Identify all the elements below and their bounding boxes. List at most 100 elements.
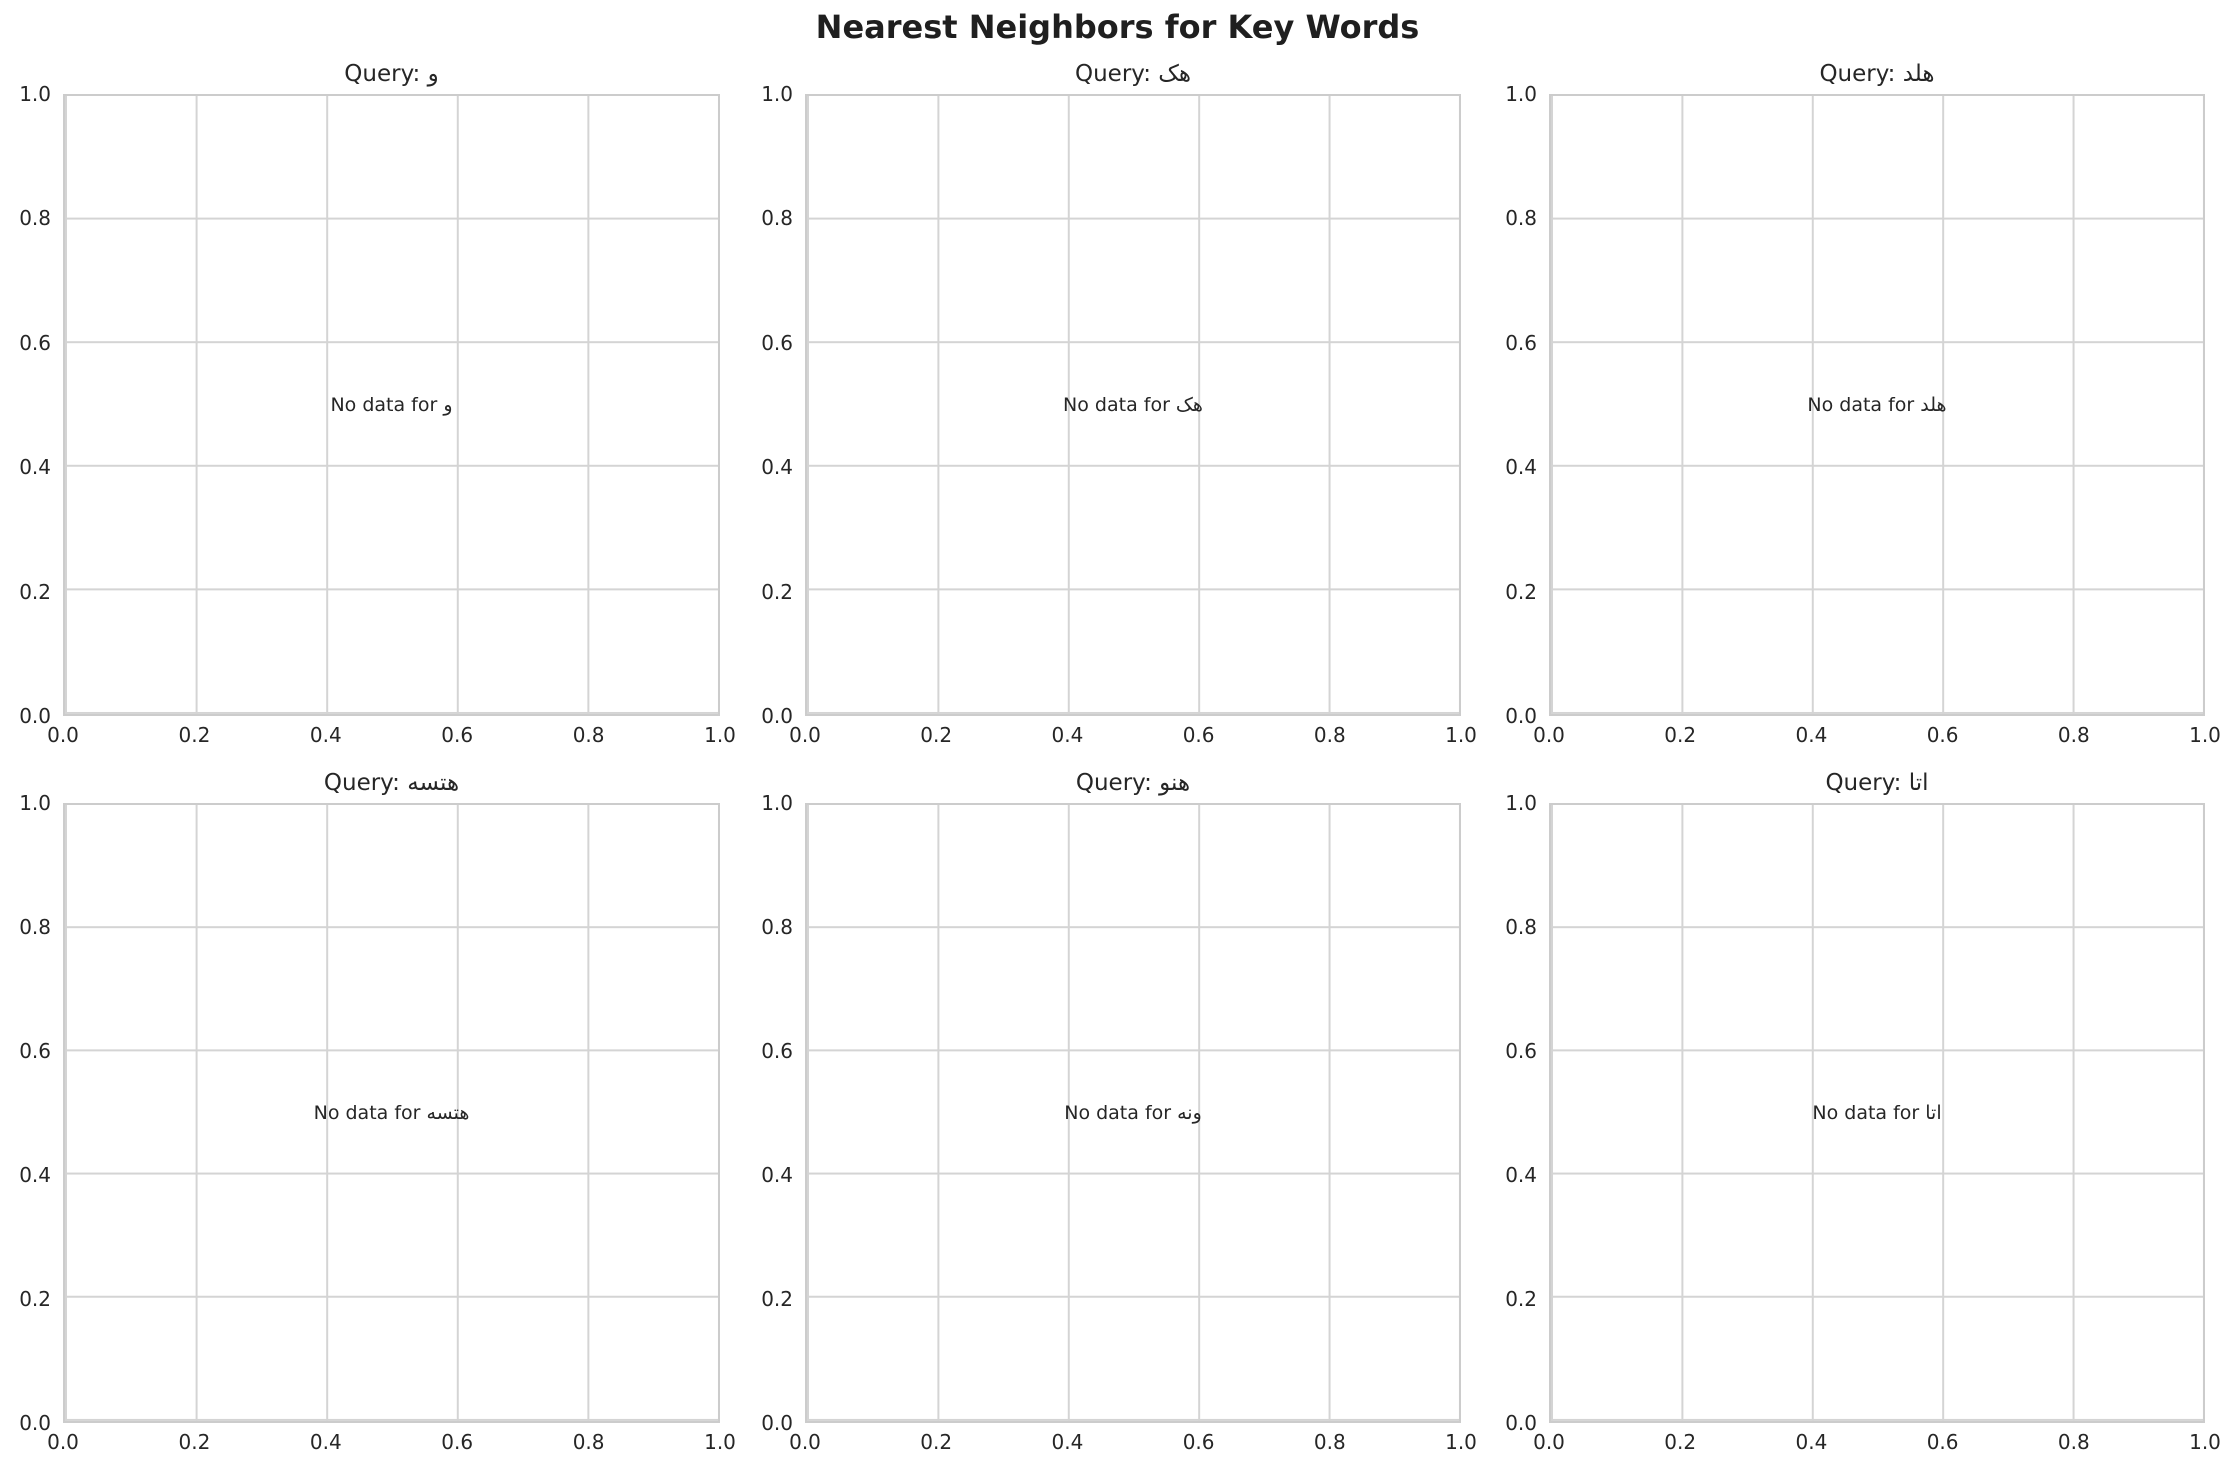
y-tick-label: 0.2 [761,579,793,604]
no-data-word: و [443,394,453,416]
x-tick-label: 0.6 [1926,1430,1959,1454]
y-axis-ticks: 0.0 0.2 0.4 0.6 0.8 1.0 [1,82,63,728]
y-tick-label: 0.4 [1505,1163,1537,1187]
y-tick-label: 0.8 [761,915,793,939]
y-tick-label: 0.8 [1505,915,1537,939]
no-data-annotation: No data for که [1063,394,1203,416]
no-data-annotation: No data for دله [1807,394,1946,416]
y-tick-label: 0.4 [761,455,793,480]
no-data-annotation: No data for اتا [1812,1102,1941,1124]
no-data-word: دله [1920,394,1947,416]
x-axis-ticks: 0.0 0.2 0.4 0.6 0.8 1.0 [1533,1423,2221,1457]
y-tick-label: 0.4 [19,455,51,480]
subplot-title: Query: ونه [805,770,1461,796]
y-axis-ticks: 0.0 0.2 0.4 0.6 0.8 1.0 [1487,82,1549,728]
x-tick-label: 0.2 [1664,723,1697,747]
x-tick-label: 0.8 [572,1430,605,1454]
x-tick-label: 0.2 [920,1430,953,1454]
x-tick-label: 0.0 [47,723,79,747]
plot-area: No data for هنو [805,803,1461,1423]
no-data-word: هنو [1177,1102,1202,1124]
y-tick-label: 0.6 [19,1039,51,1063]
y-tick-label: 0.0 [761,1411,793,1435]
y-tick-label: 0.8 [761,206,793,231]
subplot-query-3: Query: دله No data for دله 0.0 0.2 0.4 0.6 0… [1505,61,2221,747]
no-data-prefix: No data for [313,1102,427,1124]
x-tick-label: 0.6 [1182,1430,1215,1454]
y-tick-label: 0.0 [761,704,793,728]
x-tick-label: 0.4 [309,723,342,747]
subplot-title: Query: که [805,61,1461,87]
y-tick-label: 1.0 [19,791,51,815]
x-tick-label: 0.8 [2057,723,2090,747]
x-tick-label: 0.2 [1664,1430,1697,1454]
y-tick-label: 0.8 [1505,206,1537,231]
x-tick-label: 0.0 [789,723,821,747]
subplot-title: Query: اتا [1549,770,2205,796]
figure-title: Nearest Neighbors for Key Words [815,8,1420,46]
y-tick-label: 0.4 [19,1163,51,1187]
no-data-word: که [1175,394,1203,416]
x-axis-ticks: 0.0 0.2 0.4 0.6 0.8 1.0 [789,716,1477,750]
x-tick-label: 0.8 [1313,723,1346,747]
no-data-prefix: No data for [330,394,444,416]
y-tick-label: 0.0 [1505,704,1537,728]
query-word: هسته [407,770,460,796]
y-tick-label: 0.6 [1505,330,1537,355]
subplot-query-5: Query: ونه No data for هنو 0.0 0.2 0.4 0.6 0… [761,770,1477,1454]
x-tick-label: 1.0 [704,723,736,747]
y-tick-label: 0.8 [19,915,51,939]
x-axis-ticks: 0.0 0.2 0.4 0.6 0.8 1.0 [47,716,736,750]
y-axis-ticks: 0.0 0.2 0.4 0.6 0.8 1.0 [743,82,805,728]
x-tick-label: 0.0 [1533,1430,1565,1454]
x-tick-label: 0.0 [789,1430,821,1454]
y-tick-label: 1.0 [19,82,51,106]
x-tick-label: 0.6 [1926,723,1959,747]
x-tick-label: 0.2 [920,723,953,747]
y-axis-ticks: 0.0 0.2 0.4 0.6 0.8 1.0 [743,791,805,1435]
plot-area: No data for و [63,94,720,716]
query-word: ونه [1159,770,1191,796]
x-tick-label: 0.0 [1533,723,1565,747]
no-data-prefix: No data for [1063,394,1176,416]
y-tick-label: 1.0 [1505,791,1537,815]
x-tick-label: 1.0 [704,1430,736,1454]
y-tick-label: 0.4 [1505,455,1537,480]
no-data-annotation: No data for هسته [314,1102,470,1124]
y-tick-label: 0.2 [19,579,51,604]
subplot-query-1: Query: و No data for و 0.0 0.2 0.4 0.6 0.8 1.… [19,61,736,747]
subplot-title-prefix: Query: [1074,61,1159,87]
y-axis-ticks: 0.0 0.2 0.4 0.6 0.8 1.0 [1,791,63,1435]
subplot-title-prefix: Query: [1825,770,1909,796]
x-tick-label: 0.8 [1313,1430,1346,1454]
subplot-title-prefix: Query: [323,770,408,796]
plot-area: No data for که [805,94,1461,716]
y-tick-label: 0.2 [761,1287,793,1311]
y-tick-label: 0.2 [1505,579,1537,604]
x-tick-label: 0.6 [441,723,474,747]
y-tick-label: 0.2 [19,1287,51,1311]
x-axis-ticks: 0.0 0.2 0.4 0.6 0.8 1.0 [47,1423,736,1457]
subplot-query-4: Query: هسته No data for هسته 0.0 0.2 0.4 0.… [19,770,736,1454]
y-tick-label: 0.6 [19,330,51,355]
x-tick-label: 0.2 [178,1430,211,1454]
y-tick-label: 1.0 [761,791,793,815]
x-tick-label: 0.2 [178,723,211,747]
y-tick-label: 0.6 [761,1039,793,1063]
subplot-query-6: Query: اتا No data for اتا 0.0 0.2 0.4 0.6 0… [1505,770,2221,1454]
y-tick-label: 0.6 [761,330,793,355]
y-tick-label: 0.0 [19,704,51,728]
no-data-word: اتا [1925,1102,1942,1124]
subplot-title: Query: هسته [63,770,720,796]
x-axis-ticks: 0.0 0.2 0.4 0.6 0.8 1.0 [789,1423,1477,1457]
x-tick-label: 0.4 [1051,1430,1084,1454]
no-data-prefix: No data for [1064,1102,1178,1124]
no-data-annotation: No data for و [330,394,452,416]
plot-area: No data for هسته [63,803,720,1423]
x-tick-label: 0.8 [2057,1430,2090,1454]
plot-area: No data for اتا [1549,803,2205,1423]
subplot-title: Query: و [63,61,720,87]
subplot-title-prefix: Query: [344,61,428,87]
x-tick-label: 0.6 [1182,723,1215,747]
y-tick-label: 1.0 [1505,82,1537,106]
